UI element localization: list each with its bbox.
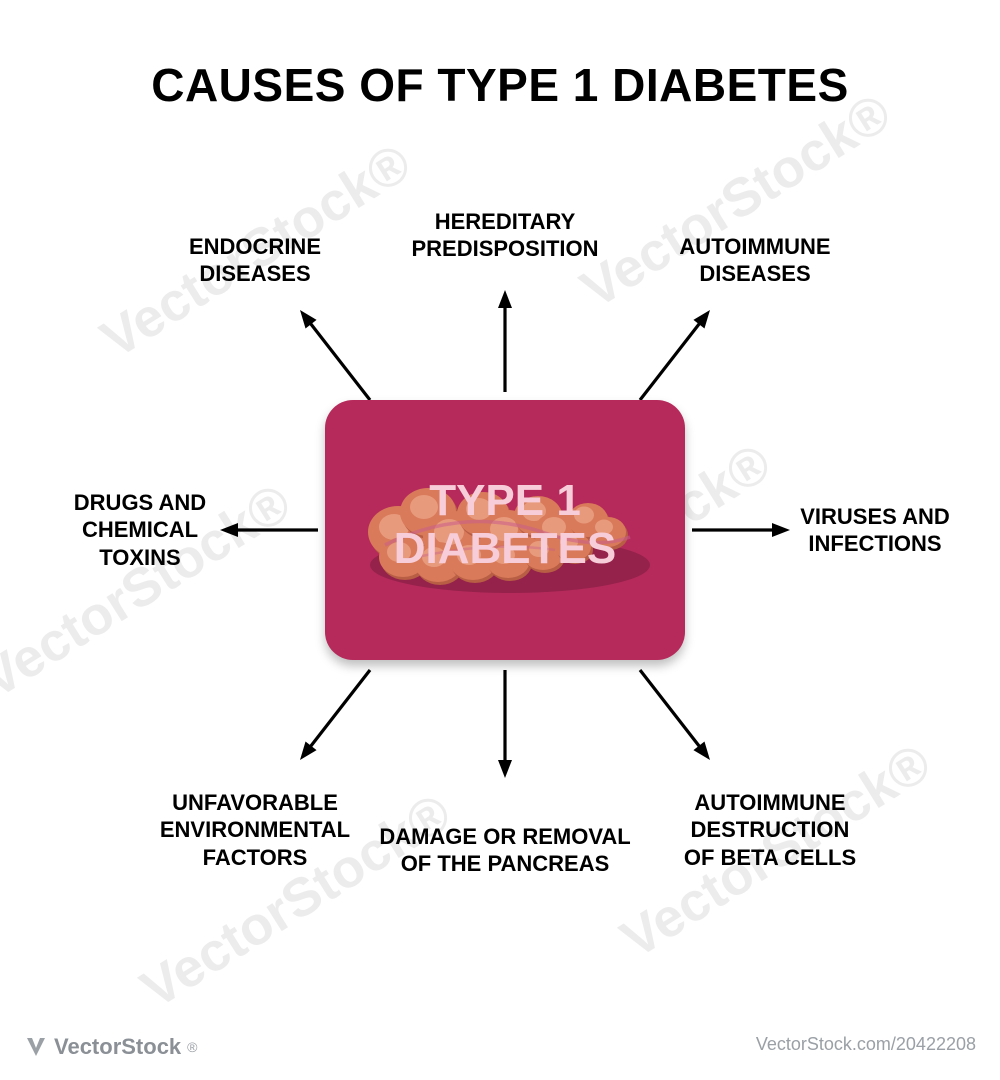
credit-url: VectorStock.com/20422208 xyxy=(756,1033,976,1056)
cause-hereditary: HEREDITARY PREDISPOSITION xyxy=(365,208,645,263)
arrow-bottom-right xyxy=(640,670,710,760)
page-title: CAUSES OF TYPE 1 DIABETES xyxy=(0,58,1000,112)
cause-autoimmune: AUTOIMMUNE DISEASES xyxy=(615,233,895,288)
vectorstock-logo: VectorStock ® xyxy=(24,1034,198,1060)
arrow-top-right xyxy=(640,310,710,400)
vectorstock-credit: VectorStock.com/20422208 xyxy=(756,1033,976,1056)
logo-text: VectorStock xyxy=(54,1034,181,1060)
cause-viruses: VIRUSES AND INFECTIONS xyxy=(735,503,1000,558)
logo-mark-icon xyxy=(24,1035,48,1059)
arrow-top-left xyxy=(300,310,370,400)
center-box xyxy=(325,400,685,660)
arrow-bottom xyxy=(498,670,512,778)
cause-endocrine: ENDOCRINE DISEASES xyxy=(115,233,395,288)
arrow-bottom-left xyxy=(300,670,370,760)
cause-beta: AUTOIMMUNE DESTRUCTION OF BETA CELLS xyxy=(630,789,910,872)
cause-env: UNFAVORABLE ENVIRONMENTAL FACTORS xyxy=(115,789,395,872)
cause-pancreas-dmg: DAMAGE OR REMOVAL OF THE PANCREAS xyxy=(365,823,645,878)
cause-drugs: DRUGS AND CHEMICAL TOXINS xyxy=(0,489,280,572)
arrow-top xyxy=(498,290,512,392)
pancreas-icon xyxy=(345,445,665,615)
